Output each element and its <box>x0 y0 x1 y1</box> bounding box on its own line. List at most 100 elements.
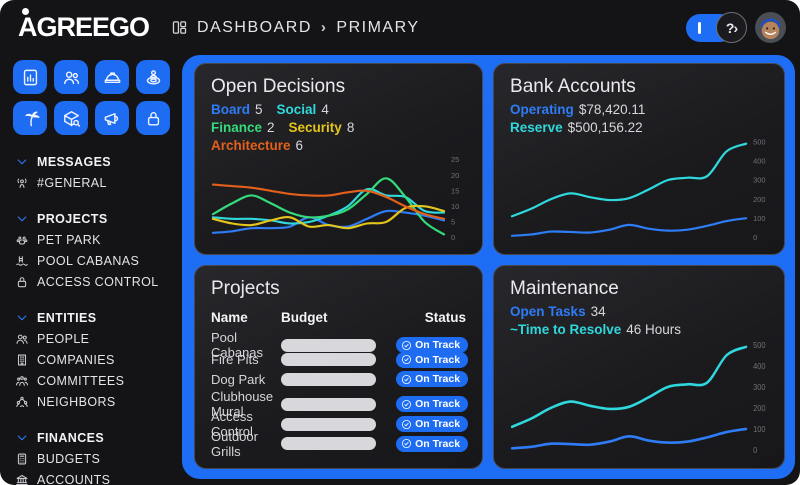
nav-item-label: ACCESS CONTROL <box>37 274 159 289</box>
sidebar-item-pool-cabanas[interactable]: POOL CABANAS <box>15 250 182 271</box>
panel-bank-accounts: Bank Accounts Operating $78,420.11 Reserv… <box>493 63 785 255</box>
package-search-icon <box>62 109 81 128</box>
reports-button[interactable] <box>13 60 47 94</box>
palm-tree-icon <box>21 109 40 128</box>
stat-value: 34 <box>590 304 606 319</box>
sidebar-nav: MESSAGES #GENERAL PROJECTS PET PARK <box>15 151 182 485</box>
announcements-button[interactable] <box>95 101 129 135</box>
panel-open-decisions: Open Decisions Board 5 Social 4 Finance 2 S… <box>194 63 484 255</box>
svg-text:0: 0 <box>753 446 758 456</box>
status-badge[interactable]: On Track <box>395 416 469 433</box>
people-icon <box>15 332 29 346</box>
panel-title: Bank Accounts <box>510 76 636 97</box>
sidebar-item-accounts[interactable]: ACCOUNTS <box>15 469 182 485</box>
nav-section-messages: MESSAGES #GENERAL <box>15 151 182 193</box>
logo-person-head-icon <box>22 8 29 15</box>
top-right-controls: ?› <box>686 12 786 43</box>
status-badge[interactable]: On Track <box>395 396 469 413</box>
sidebar-item-general[interactable]: #GENERAL <box>15 172 182 193</box>
legend-value: 5 <box>255 102 263 117</box>
status-label: On Track <box>415 437 461 450</box>
sidebar-item-neighbors[interactable]: NEIGHBORS <box>15 391 182 412</box>
status-label: On Track <box>415 353 461 366</box>
user-avatar[interactable] <box>755 12 786 43</box>
pool-ladder-icon <box>15 254 29 268</box>
nav-item-label: COMMITTEES <box>37 373 125 388</box>
legend-label: Architecture <box>211 138 291 153</box>
projects-button[interactable] <box>95 60 129 94</box>
nav-item-label: COMPANIES <box>37 352 115 367</box>
logo-text: AGREEGO <box>18 12 150 42</box>
sidebar-item-committees[interactable]: COMMITTEES <box>15 370 182 391</box>
calculator-icon <box>15 452 29 466</box>
svg-text:300: 300 <box>753 176 765 185</box>
status-badge[interactable]: On Track <box>395 371 469 388</box>
status-label: On Track <box>415 398 461 411</box>
sidebar-item-budgets[interactable]: BUDGETS <box>15 448 182 469</box>
package-search-button[interactable] <box>54 101 88 135</box>
project-name: Dog Park <box>211 371 266 387</box>
column-header-status: Status <box>424 310 467 325</box>
toggle-on-indicator <box>698 21 701 34</box>
svg-text:300: 300 <box>753 383 766 393</box>
amenities-button[interactable] <box>13 101 47 135</box>
lock-icon <box>15 275 29 289</box>
project-name: Outdoor Grills <box>211 428 258 459</box>
breadcrumb-page[interactable]: PRIMARY <box>336 18 420 36</box>
budget-progressbar <box>281 397 377 411</box>
budget-progressbar <box>281 417 377 431</box>
svg-text:100: 100 <box>753 425 766 435</box>
table-row: Clubhouse Mural On Track <box>211 389 469 419</box>
bank-icon <box>15 473 29 485</box>
nav-item-label: PET PARK <box>37 232 101 247</box>
status-badge[interactable]: On Track <box>395 435 469 452</box>
project-name: Pool Cabanas <box>211 330 264 360</box>
pool-float-icon <box>144 68 163 87</box>
budget-progressbar <box>281 338 377 352</box>
security-button[interactable] <box>136 101 170 135</box>
check-circle-icon <box>401 374 412 385</box>
stat-row: Open Tasks 34 <box>510 303 770 321</box>
svg-text:10: 10 <box>451 202 459 211</box>
budget-progressbar <box>281 437 377 451</box>
nav-item-label: #GENERAL <box>37 175 107 190</box>
sidebar-section-messages[interactable]: MESSAGES <box>15 151 182 172</box>
check-circle-icon <box>401 419 412 430</box>
stat-row: Operating $78,420.11 <box>510 101 770 119</box>
building-icon <box>15 353 29 367</box>
breadcrumb-section[interactable]: DASHBOARD <box>197 18 312 36</box>
sidebar-item-access-control[interactable]: ACCESS CONTROL <box>15 271 182 292</box>
bank-accounts-chart: 0 100 200 300 400 500 <box>510 138 766 242</box>
budget-progressbar <box>281 372 377 386</box>
sidebar-section-projects[interactable]: PROJECTS <box>15 208 182 229</box>
stat-value: $500,156.22 <box>567 120 643 135</box>
legend-value: 2 <box>267 120 275 135</box>
sidebar-item-people[interactable]: PEOPLE <box>15 328 182 349</box>
legend-label: Social <box>276 102 317 117</box>
sidebar-item-companies[interactable]: COMPANIES <box>15 349 182 370</box>
svg-text:500: 500 <box>753 340 766 350</box>
project-name: Access Control <box>211 409 253 440</box>
svg-text:200: 200 <box>753 195 765 204</box>
svg-text:15: 15 <box>451 187 459 196</box>
chevron-down-icon <box>15 311 29 325</box>
sidebar-section-entities[interactable]: ENTITIES <box>15 307 182 328</box>
table-row: Pool Cabanas On Track <box>211 330 469 360</box>
table-row: Outdoor Grills On Track <box>211 429 469 459</box>
chevron-down-icon <box>15 155 29 169</box>
legend-label: Security <box>288 120 342 135</box>
stat-label: Reserve <box>510 120 563 135</box>
pool-button[interactable] <box>136 60 170 94</box>
sidebar-section-finances[interactable]: FINANCES <box>15 427 182 448</box>
people-button[interactable] <box>54 60 88 94</box>
svg-text:25: 25 <box>451 156 459 165</box>
status-badge[interactable]: On Track <box>395 337 469 353</box>
stat-label: Open Tasks <box>510 304 586 319</box>
status-badge[interactable]: On Track <box>395 351 469 368</box>
panel-title: Open Decisions <box>211 76 346 97</box>
nav-section-projects: PROJECTS PET PARK POOL CABANAS ACCESS CO… <box>15 208 182 292</box>
help-button[interactable]: ?› <box>716 12 747 43</box>
sidebar-item-pet-park[interactable]: PET PARK <box>15 229 182 250</box>
svg-text:500: 500 <box>753 138 765 147</box>
column-header-budget: Budget <box>281 310 328 325</box>
